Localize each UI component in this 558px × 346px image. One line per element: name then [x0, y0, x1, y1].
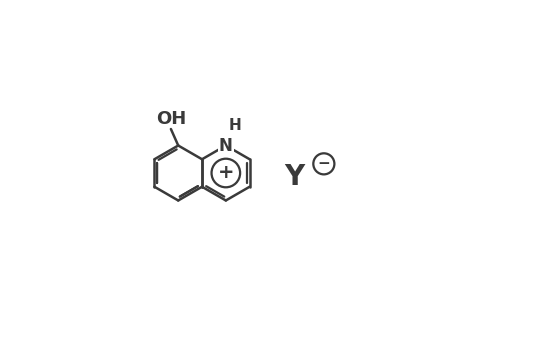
Text: Y: Y	[285, 163, 305, 191]
Text: N: N	[219, 137, 233, 155]
Text: OH: OH	[156, 110, 186, 128]
Text: −: −	[318, 156, 330, 171]
Text: +: +	[218, 164, 234, 182]
Text: H: H	[229, 118, 242, 133]
